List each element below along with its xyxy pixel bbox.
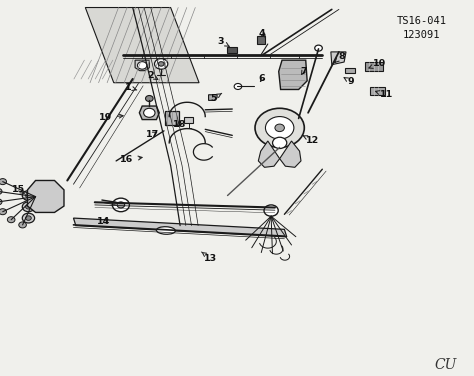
- Text: CU: CU: [434, 358, 456, 372]
- Text: 10: 10: [369, 59, 386, 68]
- Circle shape: [0, 209, 7, 215]
- Text: 3: 3: [217, 37, 229, 46]
- Circle shape: [265, 117, 294, 139]
- Circle shape: [22, 191, 35, 200]
- Text: 13: 13: [201, 252, 218, 263]
- Circle shape: [234, 83, 242, 89]
- Text: 14: 14: [97, 217, 110, 226]
- Bar: [345, 68, 355, 73]
- Circle shape: [137, 62, 147, 69]
- Polygon shape: [280, 141, 301, 167]
- Circle shape: [0, 188, 2, 194]
- Circle shape: [158, 62, 164, 66]
- Polygon shape: [209, 95, 217, 100]
- Circle shape: [26, 216, 31, 220]
- Circle shape: [26, 193, 31, 198]
- Text: 1: 1: [125, 83, 137, 92]
- Text: 9: 9: [344, 77, 354, 86]
- Bar: [165, 111, 179, 125]
- Text: 17: 17: [146, 130, 159, 139]
- Polygon shape: [279, 60, 307, 89]
- Circle shape: [26, 205, 31, 209]
- Text: 4: 4: [259, 29, 265, 38]
- Text: 7: 7: [300, 67, 307, 76]
- Polygon shape: [135, 60, 149, 71]
- Polygon shape: [73, 218, 287, 237]
- Circle shape: [275, 124, 284, 132]
- Circle shape: [315, 45, 322, 51]
- Circle shape: [155, 59, 168, 69]
- Polygon shape: [85, 8, 199, 83]
- Text: 11: 11: [375, 90, 393, 99]
- Text: 2: 2: [147, 71, 158, 80]
- Polygon shape: [139, 106, 159, 120]
- Circle shape: [117, 202, 125, 208]
- Text: 8: 8: [335, 52, 345, 62]
- Text: 6: 6: [259, 74, 265, 83]
- Circle shape: [22, 213, 35, 223]
- Polygon shape: [258, 141, 280, 167]
- Circle shape: [112, 198, 129, 212]
- Circle shape: [22, 202, 35, 212]
- Circle shape: [19, 222, 27, 228]
- Polygon shape: [370, 87, 385, 95]
- Text: 19: 19: [99, 113, 123, 122]
- Circle shape: [8, 217, 15, 223]
- Text: 5: 5: [210, 93, 222, 103]
- Text: 16: 16: [120, 155, 142, 164]
- Circle shape: [146, 96, 153, 102]
- Polygon shape: [365, 62, 383, 71]
- Bar: [184, 117, 193, 123]
- Text: 18: 18: [173, 120, 186, 129]
- Text: 12: 12: [303, 136, 319, 145]
- Circle shape: [255, 108, 304, 147]
- Circle shape: [264, 205, 278, 216]
- Circle shape: [0, 199, 2, 205]
- Circle shape: [273, 137, 287, 149]
- Text: 15: 15: [12, 185, 26, 194]
- Polygon shape: [331, 52, 346, 65]
- Circle shape: [144, 108, 155, 117]
- Ellipse shape: [156, 227, 175, 234]
- Bar: [257, 36, 265, 44]
- Text: 123091: 123091: [403, 30, 441, 39]
- Text: TS16-041: TS16-041: [397, 16, 447, 26]
- Circle shape: [0, 179, 7, 185]
- Bar: [227, 47, 237, 53]
- Polygon shape: [27, 180, 64, 212]
